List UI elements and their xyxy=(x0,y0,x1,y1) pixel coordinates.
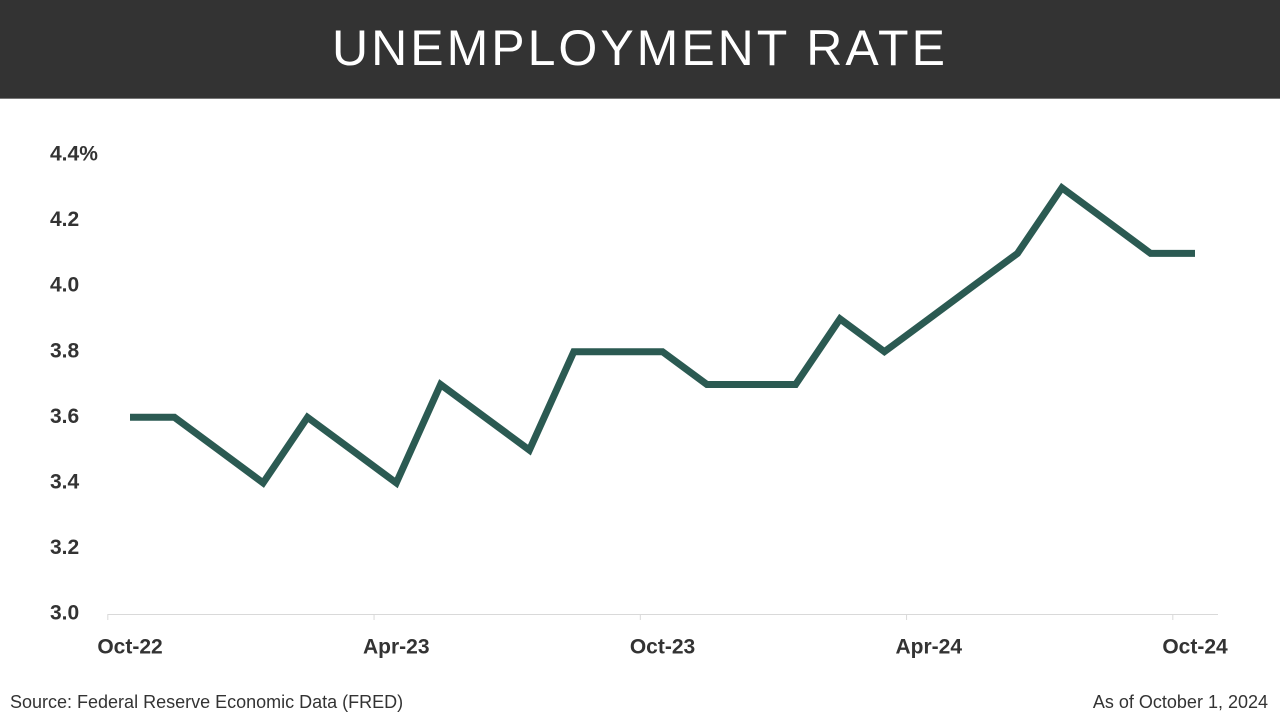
y-tick-label: 4.2 xyxy=(50,208,79,231)
x-tick-label: Apr-23 xyxy=(363,636,430,659)
header-bar xyxy=(0,0,1280,98)
data-line xyxy=(130,182,1195,489)
date-note: As of October 1, 2024 xyxy=(1093,692,1268,712)
x-tick-label: Oct-24 xyxy=(1162,636,1228,659)
chart-title: UNEMPLOYMENT RATE xyxy=(332,20,948,76)
y-tick-label: 4.4% xyxy=(50,143,98,166)
x-tick-label: Oct-22 xyxy=(97,636,162,659)
y-tick-label: 3.8 xyxy=(50,339,80,362)
x-tick-label: Oct-23 xyxy=(630,636,695,659)
x-tick-label: Apr-24 xyxy=(895,636,962,659)
source-note: Source: Federal Reserve Economic Data (F… xyxy=(10,692,403,712)
y-tick-label: 3.2 xyxy=(50,536,79,559)
y-tick-label: 3.4 xyxy=(50,470,80,493)
y-tick-label: 4.0 xyxy=(50,274,79,297)
y-tick-label: 3.6 xyxy=(50,405,79,428)
y-tick-label: 3.0 xyxy=(50,602,79,625)
